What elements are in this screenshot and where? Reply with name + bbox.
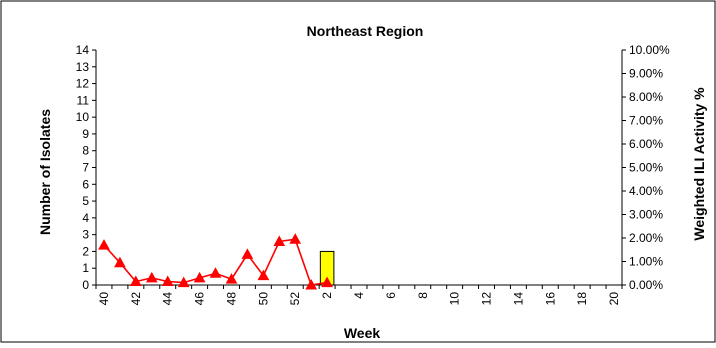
x-tick-label: 18 (575, 292, 589, 306)
line-point (193, 271, 206, 283)
x-tick-label: 12 (480, 292, 494, 306)
line-point (177, 276, 190, 288)
y-left-tick-label: 4 (82, 211, 89, 225)
line-point (241, 248, 254, 259)
y-right-tick-label: 4.00% (629, 184, 663, 198)
y-left-tick-label: 14 (76, 43, 90, 57)
line-point (225, 273, 238, 284)
y-axis-left-title: Number of Isolates (37, 109, 53, 235)
y-right-tick-label: 9.00% (629, 67, 663, 81)
y-left-tick-label: 9 (82, 127, 89, 141)
y-right-tick-label: 8.00% (629, 90, 663, 104)
x-tick-label: 2 (320, 292, 334, 299)
line-point (273, 235, 286, 246)
y-left-tick-label: 0 (82, 278, 89, 292)
x-tick-label: 44 (161, 292, 175, 306)
y-right-tick-label: 7.00% (629, 114, 663, 128)
y-left-tick-label: 5 (82, 194, 89, 208)
line-point (289, 233, 302, 244)
x-tick-label: 52 (288, 292, 302, 306)
chart-title: Northeast Region (307, 23, 424, 39)
y-right-tick-label: 6.00% (629, 137, 663, 151)
plot-area: 012345678910111213140.00%1.00%2.00%3.00%… (76, 43, 670, 305)
x-tick-label: 48 (224, 292, 238, 306)
y-right-tick-label: 2.00% (629, 231, 663, 245)
y-left-tick-label: 3 (82, 228, 89, 242)
line-point (305, 278, 318, 290)
line-point (129, 275, 142, 286)
x-tick-label: 4 (352, 292, 366, 299)
x-tick-label: 6 (384, 292, 398, 299)
y-left-tick-label: 6 (82, 177, 89, 191)
x-tick-label: 8 (416, 292, 430, 299)
line-point (321, 276, 333, 288)
y-right-tick-label: 0.00% (629, 278, 663, 292)
x-axis-title: Week (344, 325, 381, 341)
y-left-tick-label: 2 (82, 244, 89, 258)
line-point (161, 275, 174, 286)
y-left-tick-label: 10 (76, 110, 90, 124)
y-right-tick-label: 10.00% (629, 43, 670, 57)
x-tick-label: 50 (256, 292, 270, 306)
x-tick-label: 16 (543, 292, 557, 306)
x-tick-label: 42 (129, 292, 143, 306)
y-right-tick-label: 1.00% (629, 255, 663, 269)
x-tick-label: 20 (607, 292, 621, 306)
y-left-tick-label: 11 (77, 93, 90, 107)
x-tick-label: 40 (97, 292, 111, 306)
line-point (257, 269, 270, 281)
y-left-tick-label: 7 (82, 161, 89, 175)
line-point (209, 267, 222, 278)
line-point (145, 271, 158, 283)
y-left-tick-label: 8 (82, 144, 89, 158)
y-axis-right-title: Weighted ILI Activity % (691, 87, 707, 241)
line-point (114, 256, 126, 268)
x-tick-label: 10 (448, 292, 462, 306)
y-left-tick-label: 13 (76, 60, 90, 74)
y-right-tick-label: 3.00% (629, 208, 663, 222)
x-tick-label: 14 (511, 292, 525, 306)
y-right-tick-label: 5.00% (629, 161, 663, 175)
y-left-tick-label: 1 (82, 261, 89, 275)
x-tick-label: 46 (193, 292, 207, 306)
line-point (98, 239, 110, 250)
y-left-tick-label: 12 (76, 77, 90, 91)
